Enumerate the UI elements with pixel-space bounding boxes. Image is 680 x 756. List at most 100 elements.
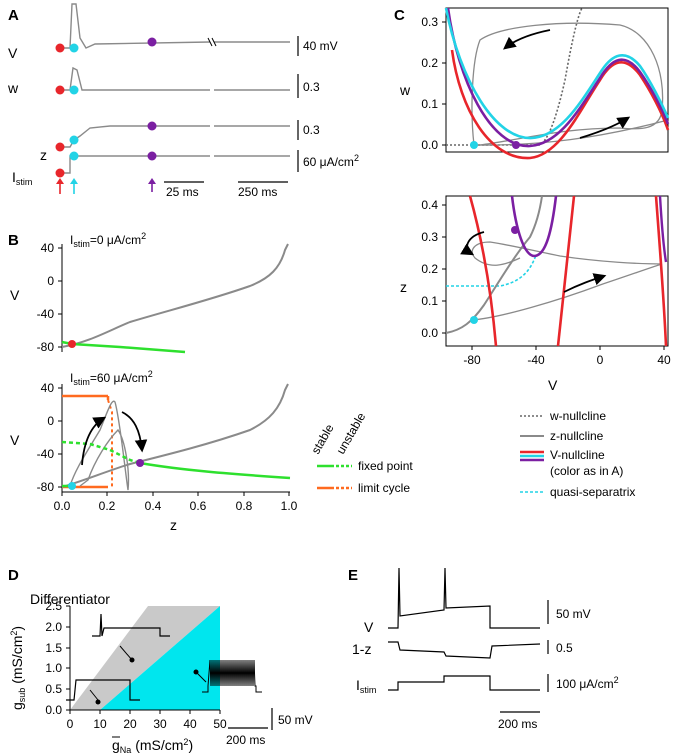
xtick: 0.6 [190,499,207,513]
ytick: 0.1 [421,294,438,308]
ytick: 0.1 [421,97,438,111]
panel-b-bottom-title: Istim=60 μA/cm2 [70,369,153,387]
panel-c-bottom-arrow-left-icon [460,231,485,256]
axis-break [211,37,217,47]
ytick: 0.3 [421,15,438,29]
panel-c-top-arrow-right-icon [579,116,631,139]
panel-c-top-yticks: 0.3 0.2 0.1 0.0 [421,15,446,152]
panel-a-v-trace [60,3,290,49]
panel-a-i-red-dot [55,168,65,178]
panel-a-z-purple-dot [147,121,157,131]
panel-d-yticks: 2.5 2.0 1.5 1.0 0.5 0.0 [45,599,70,717]
panel-a-v-purple-dot [147,37,157,47]
panel-d-ylabel: gsub (mS/cm2) [9,626,27,710]
panel-b: B Istim=0 μA/cm2 V 40 0 -40 -80 Istim=60… [8,231,413,533]
panel-c-v-nullcline-red-bottom-right [654,195,668,347]
panel-b-top-red-dot [68,340,76,348]
ytick: 1.0 [45,661,62,675]
panel-a-w-label: w [7,80,19,96]
panel-b-bottom-yticks: 40 0 -40 -80 [37,381,62,494]
panel-a-scale-t-short: 25 ms [166,185,199,199]
panel-c-letter: C [394,7,405,24]
panel-d-gray-region [70,606,220,710]
panel-b-xlabel: z [170,517,177,533]
panel-c-bottom-purple-dot [511,226,519,234]
panel-a-w-red-dot [55,85,65,95]
xtick: 0.0 [54,499,71,513]
panel-e-letter: E [348,567,358,584]
ytick: -80 [37,480,55,494]
ytick: 40 [41,241,55,255]
panel-b-letter: B [8,232,19,249]
panel-c-bottom-frame [445,195,669,347]
panel-c-top-frame [445,7,669,153]
panel-c-bottom-arrow-right-icon [563,273,607,293]
ytick: 0.2 [421,262,438,276]
panel-c-xlabel: V [548,377,558,393]
purple-arrowhead-icon [148,178,156,184]
panel-e: E V 1-z Istim 50 mV 0.5 100 μA/cm2 200 m… [348,567,619,731]
legend-v-nullcline: V-nullcline [550,448,605,462]
panel-e-scale-i: 100 μA/cm2 [556,675,619,691]
panel-a-v-label: V [8,45,18,61]
panel-c: C w 0.3 0.2 0.1 0.0 z 0.4 0.3 0.2 0.1 [394,7,671,499]
panel-d-title: Differentiator [30,591,110,607]
panel-d-letter: D [8,567,19,584]
panel-c-v-nullcline-cyan [444,7,670,140]
ytick: -40 [37,447,55,461]
panel-c-v-nullcline-purple [446,7,670,148]
panel-b-fixed-stable-right [139,461,291,480]
xtick: 0 [67,717,74,731]
axis-break [207,37,213,47]
legend-z-nullcline: z-nullcline [550,429,604,443]
panel-b-xticks: 0.0 0.2 0.4 0.6 0.8 1.0 [54,492,298,513]
panel-c-top-ylabel: w [399,82,411,98]
panel-a-istim-trace [60,155,290,174]
panel-d-inset-repetitive [202,659,262,693]
panel-a-scale-z: 0.3 [303,123,320,137]
panel-c-quasi-separatrix [446,254,537,287]
panel-d: D Differentiator 2.5 2.0 1.5 1.0 0.5 0.0… [8,567,313,755]
ytick: 0.3 [421,230,438,244]
panel-e-v-label: V [364,619,374,635]
panel-b-top-fixed-points [61,340,186,354]
ytick: 0.4 [421,198,438,212]
xtick: 40 [183,717,197,731]
ytick: -40 [37,307,55,321]
panel-c-top-purple-dot [512,141,520,149]
legend-limit-cycle: limit cycle [358,481,410,495]
panel-e-z-label: 1-z [352,641,371,657]
panel-a-z-cyan-dot [69,135,79,145]
panel-d-scale-v: 50 mV [278,713,313,727]
panel-a: A V 40 mV w 0.3 z 0.3 Istim 60 μA/cm2 [7,3,359,199]
panel-c-top-trajectory [471,22,664,146]
ytick: 0.0 [45,703,62,717]
panel-a-i-purple-dot [147,151,157,161]
panel-d-xlabel: gNa (mS/cm2) [112,737,193,755]
xtick: 30 [153,717,167,731]
panel-b-top-z-nullcline [61,243,289,348]
ytick: 2.5 [45,599,62,613]
ytick: 0.5 [45,682,62,696]
panel-a-z-trace [60,125,290,148]
red-arrowhead-icon [56,178,64,184]
legend-unstable-header: unstable [333,410,368,457]
ytick: 2.0 [45,620,62,634]
panel-c-v-nullcline-purple-bottom [510,195,558,258]
panel-c-v-nullcline-red-bottom-mid [556,195,576,347]
legend-stable-header: stable [308,421,336,456]
ytick: 0 [47,414,54,428]
panel-c-top-cyan-dot [470,141,478,149]
panel-c-z-nullcline [445,195,543,334]
panel-a-w-trace [60,66,290,91]
panel-e-z-trace [388,641,541,659]
panel-a-z-red-dot [55,142,65,152]
panel-e-v-trace [388,567,540,629]
panel-d-pointer [119,645,133,661]
xtick: 50 [213,717,227,731]
panel-b-bottom-z-nullcline [61,383,289,488]
panel-d-scale-t: 200 ms [226,733,265,747]
xtick: 40 [657,353,671,367]
panel-b-top-yticks: 40 0 -40 -80 [37,241,62,354]
panel-b-arrow-down-icon [121,411,148,453]
